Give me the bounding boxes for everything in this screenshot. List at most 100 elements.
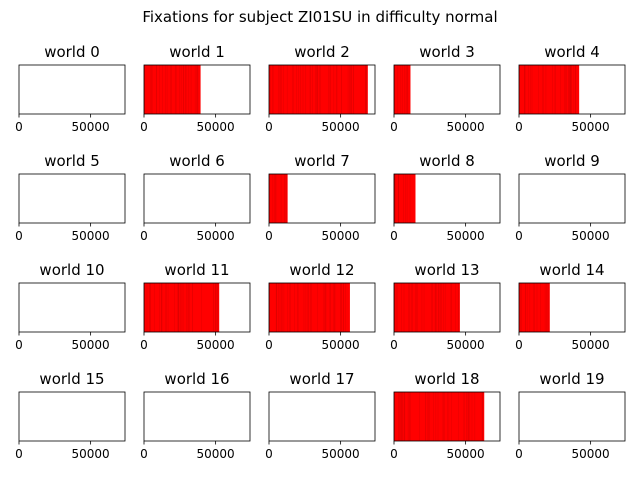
axes-frame xyxy=(393,391,501,442)
x-tick-label: 0 xyxy=(390,447,398,461)
x-tick-label: 0 xyxy=(15,120,23,134)
panel-16: world 16 0 50000 xyxy=(140,370,251,461)
panel-13: world 13 0 50000 xyxy=(390,261,501,352)
panel-10: world 10 0 50000 xyxy=(15,261,126,352)
x-tick-label: 0 xyxy=(15,338,23,352)
axes-frame xyxy=(18,64,126,115)
panel-title: world 3 xyxy=(419,43,475,61)
axes-frame xyxy=(393,282,501,333)
x-tick-label: 50000 xyxy=(322,338,360,352)
fixation-fill xyxy=(394,283,460,332)
x-tick-label: 0 xyxy=(265,120,273,134)
x-tick-label: 50000 xyxy=(572,120,610,134)
x-tick-label: 50000 xyxy=(447,447,485,461)
x-tick-label: 50000 xyxy=(322,229,360,243)
panel-18: world 18 0 50000 xyxy=(390,370,501,461)
panel-title: world 18 xyxy=(414,370,479,388)
panel-19: world 19 0 50000 xyxy=(515,370,626,461)
x-tick-label: 0 xyxy=(515,229,523,243)
panel-3: world 3 0 50000 xyxy=(390,43,501,134)
x-tick-label: 0 xyxy=(140,120,148,134)
fixation-fill xyxy=(394,392,485,441)
x-tick-label: 50000 xyxy=(72,447,110,461)
panel-7: world 7 0 50000 xyxy=(265,152,376,243)
axes-frame xyxy=(143,64,251,115)
axes-frame xyxy=(143,282,251,333)
axes-frame xyxy=(18,391,126,442)
panel-title: world 19 xyxy=(539,370,604,388)
x-tick-label: 50000 xyxy=(72,338,110,352)
panel-title: world 12 xyxy=(289,261,354,279)
x-tick-label: 0 xyxy=(390,229,398,243)
fixation-fill xyxy=(394,174,416,223)
x-tick-label: 50000 xyxy=(572,229,610,243)
x-tick-label: 0 xyxy=(265,338,273,352)
x-tick-label: 50000 xyxy=(572,338,610,352)
fixation-fill xyxy=(144,283,220,332)
fixation-fill xyxy=(269,174,288,223)
panel-14: world 14 0 50000 xyxy=(515,261,626,352)
axes-frame xyxy=(18,282,126,333)
axes-frame xyxy=(268,173,376,224)
panel-title: world 16 xyxy=(164,370,229,388)
panel-title: world 14 xyxy=(539,261,604,279)
x-tick-label: 0 xyxy=(390,338,398,352)
x-tick-label: 50000 xyxy=(197,338,235,352)
panel-2: world 2 0 50000 xyxy=(265,43,376,134)
panel-title: world 17 xyxy=(289,370,354,388)
panel-8: world 8 0 50000 xyxy=(390,152,501,243)
x-tick-label: 50000 xyxy=(572,447,610,461)
x-tick-label: 50000 xyxy=(72,229,110,243)
panel-6: world 6 0 50000 xyxy=(140,152,251,243)
x-tick-label: 50000 xyxy=(197,120,235,134)
fixation-fill xyxy=(144,65,201,114)
axes-frame xyxy=(393,64,501,115)
x-tick-label: 50000 xyxy=(447,229,485,243)
x-tick-label: 0 xyxy=(515,338,523,352)
x-tick-label: 50000 xyxy=(197,447,235,461)
panel-title: world 5 xyxy=(44,152,100,170)
axes-frame xyxy=(518,64,626,115)
panel-title: world 1 xyxy=(169,43,225,61)
x-tick-label: 50000 xyxy=(447,338,485,352)
panel-title: world 6 xyxy=(169,152,225,170)
x-tick-label: 0 xyxy=(515,120,523,134)
x-tick-label: 50000 xyxy=(447,120,485,134)
x-tick-label: 0 xyxy=(15,447,23,461)
axes-frame xyxy=(393,173,501,224)
panel-17: world 17 0 50000 xyxy=(265,370,376,461)
axes-frame xyxy=(518,391,626,442)
x-tick-label: 0 xyxy=(515,447,523,461)
panel-9: world 9 0 50000 xyxy=(515,152,626,243)
axes-frame xyxy=(518,282,626,333)
fixation-fill xyxy=(269,283,350,332)
axes-frame xyxy=(143,391,251,442)
x-tick-label: 0 xyxy=(140,229,148,243)
x-tick-label: 50000 xyxy=(322,120,360,134)
panel-title: world 8 xyxy=(419,152,475,170)
x-tick-label: 0 xyxy=(265,229,273,243)
axes-frame xyxy=(268,282,376,333)
panel-1: world 1 0 50000 xyxy=(140,43,251,134)
panel-title: world 7 xyxy=(294,152,350,170)
axes-frame xyxy=(518,173,626,224)
panel-5: world 5 0 50000 xyxy=(15,152,126,243)
panel-11: world 11 0 50000 xyxy=(140,261,251,352)
x-tick-label: 0 xyxy=(15,229,23,243)
x-tick-label: 50000 xyxy=(72,120,110,134)
panel-title: world 13 xyxy=(414,261,479,279)
fixation-fill xyxy=(519,65,580,114)
figure-suptitle: Fixations for subject ZI01SU in difficul… xyxy=(142,8,497,26)
x-tick-label: 50000 xyxy=(322,447,360,461)
x-tick-label: 0 xyxy=(140,447,148,461)
panel-title: world 11 xyxy=(164,261,229,279)
axes-frame xyxy=(268,64,376,115)
panel-title: world 10 xyxy=(39,261,104,279)
panel-title: world 0 xyxy=(44,43,100,61)
fixation-fill xyxy=(394,65,411,114)
x-tick-label: 0 xyxy=(390,120,398,134)
panel-title: world 9 xyxy=(544,152,600,170)
x-tick-label: 50000 xyxy=(197,229,235,243)
